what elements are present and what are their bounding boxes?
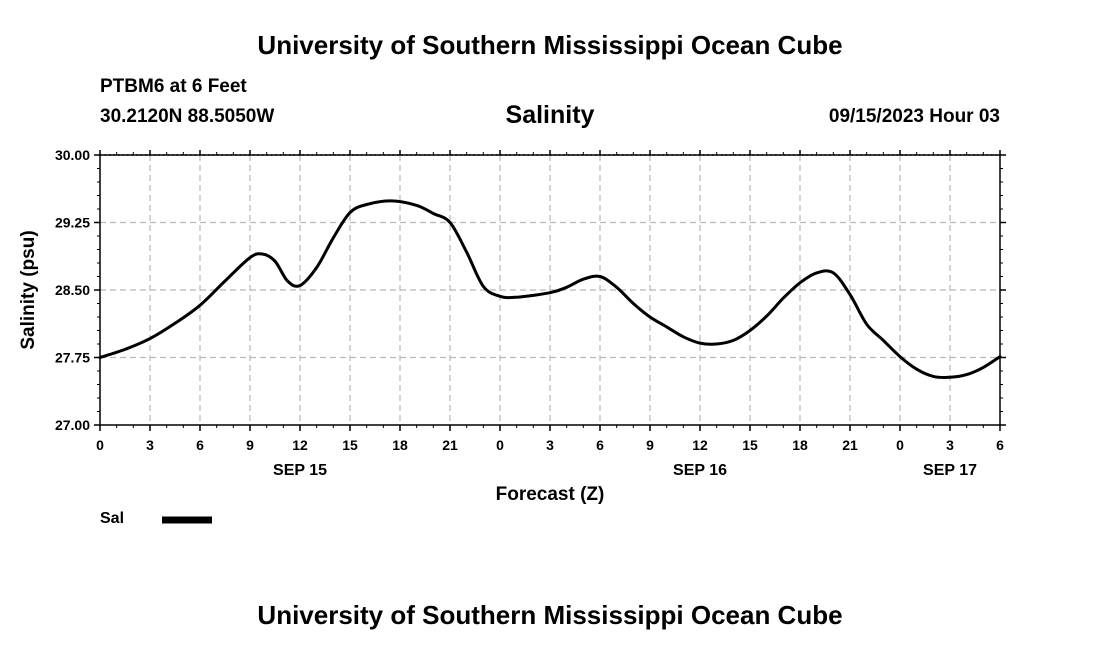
date-label: SEP 16: [673, 462, 727, 479]
x-tick-label: 3: [546, 437, 554, 453]
footer-title: University of Southern Mississippi Ocean…: [257, 600, 843, 630]
date-label: SEP 17: [923, 462, 977, 479]
grid-lines: [100, 155, 1000, 425]
y-tick-label: 29.25: [55, 215, 90, 231]
series-line-salinity: [98, 199, 1002, 380]
station-coordinates: 30.2120N 88.5050W: [100, 106, 275, 127]
x-tick-label: 6: [196, 437, 204, 453]
page-title: University of Southern Mississippi Ocean…: [257, 30, 843, 60]
x-tick-label: 12: [692, 437, 708, 453]
axis-ticks: 0 3 6 9 12 15 18 21 0 3 6 9 12 15 18 21 0 3 6 27.00 27.75 28.…: [55, 147, 1006, 479]
x-tick-label: 15: [342, 437, 358, 453]
x-tick-label: 6: [996, 437, 1004, 453]
x-tick-label: 21: [842, 437, 858, 453]
y-tick-label: 30.00: [55, 147, 90, 163]
legend-label: Sal: [100, 510, 125, 527]
forecast-run-time: 09/15/2023 Hour 03: [828, 106, 1000, 127]
y-tick-label: 27.75: [55, 350, 90, 366]
x-tick-label: 0: [896, 437, 904, 453]
x-tick-label: 15: [742, 437, 758, 453]
x-tick-label: 21: [442, 437, 458, 453]
y-tick-label: 28.50: [55, 282, 90, 298]
x-tick-label: 3: [946, 437, 954, 453]
series-layer: [98, 199, 1002, 380]
station-label: PTBM6 at 6 Feet: [100, 76, 247, 97]
x-tick-label: 3: [146, 437, 154, 453]
x-tick-label: 18: [792, 437, 808, 453]
x-tick-label: 18: [392, 437, 408, 453]
y-axis-label: Salinity (psu): [18, 230, 39, 349]
y-tick-label: 27.00: [55, 417, 90, 433]
date-label: SEP 15: [273, 462, 327, 479]
x-tick-label: 0: [496, 437, 504, 453]
x-tick-label: 12: [292, 437, 308, 453]
x-tick-label: 0: [96, 437, 104, 453]
x-tick-label: 9: [646, 437, 654, 453]
x-tick-label: 9: [246, 437, 254, 453]
x-tick-label: 6: [596, 437, 604, 453]
chart-title: Salinity: [505, 101, 595, 129]
x-axis-label: Forecast (Z): [496, 484, 605, 505]
